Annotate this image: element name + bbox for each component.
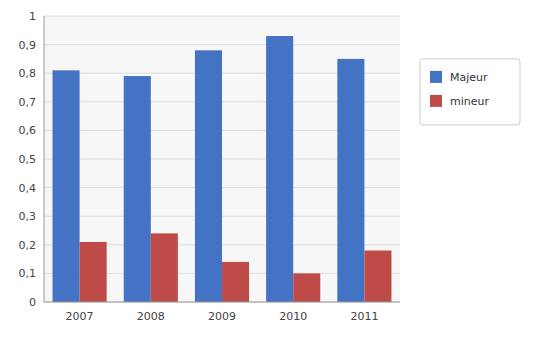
x-tick-label: 2010 bbox=[279, 310, 307, 323]
y-tick-label: 0,9 bbox=[19, 39, 37, 52]
y-tick-label: 0,4 bbox=[19, 182, 37, 195]
legend-swatch bbox=[430, 95, 442, 107]
grid-line bbox=[44, 44, 400, 45]
legend-box bbox=[420, 59, 520, 125]
plot-background bbox=[44, 16, 400, 302]
legend: Majeur mineur bbox=[420, 59, 520, 125]
x-tick-label: 2008 bbox=[137, 310, 165, 323]
bar bbox=[293, 273, 320, 302]
y-tick-label: 0,8 bbox=[19, 67, 37, 80]
chart: 0 0,1 0,2 0,3 0,4 0,5 0,6 0,7 0,8 0,9 1 2007 2008 200… bbox=[0, 0, 540, 338]
y-tick-label: 1 bbox=[29, 10, 36, 23]
bar bbox=[80, 242, 107, 302]
y-tick-label: 0,1 bbox=[19, 267, 37, 280]
bar bbox=[222, 262, 249, 302]
y-tick-label: 0,5 bbox=[19, 153, 37, 166]
x-tick-label: 2011 bbox=[350, 310, 378, 323]
legend-label: mineur bbox=[450, 95, 489, 108]
y-tick-label: 0,7 bbox=[19, 96, 37, 109]
y-tick-label: 0,6 bbox=[19, 124, 37, 137]
grid-line bbox=[44, 302, 400, 303]
bar bbox=[364, 251, 391, 302]
bar bbox=[266, 36, 293, 302]
y-tick-label: 0 bbox=[29, 296, 36, 309]
bar bbox=[195, 50, 222, 302]
y-axis bbox=[44, 16, 45, 302]
x-tick-label: 2007 bbox=[66, 310, 94, 323]
bar bbox=[151, 233, 178, 302]
chart-container: 0 0,1 0,2 0,3 0,4 0,5 0,6 0,7 0,8 0,9 1 2007 2008 200… bbox=[0, 0, 540, 338]
bar bbox=[124, 76, 151, 302]
x-axis bbox=[44, 302, 400, 303]
y-tick-label: 0,2 bbox=[19, 239, 37, 252]
bars bbox=[53, 36, 392, 302]
grid-line bbox=[44, 16, 400, 17]
y-tick-label: 0,3 bbox=[19, 210, 37, 223]
legend-label: Majeur bbox=[450, 71, 488, 84]
legend-swatch bbox=[430, 71, 442, 83]
bar bbox=[53, 70, 80, 302]
bar bbox=[337, 59, 364, 302]
x-tick-label: 2009 bbox=[208, 310, 236, 323]
